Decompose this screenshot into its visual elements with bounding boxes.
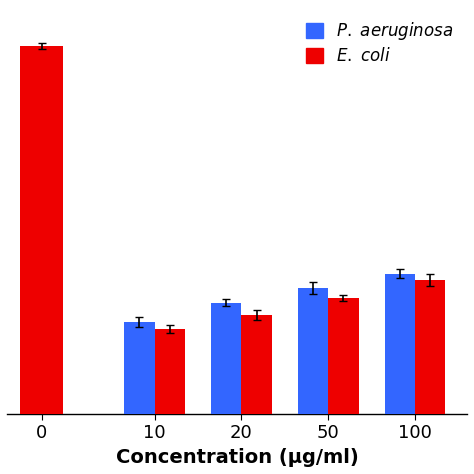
Bar bbox=[124, 322, 155, 414]
Bar bbox=[328, 298, 358, 414]
Bar bbox=[384, 273, 415, 414]
Bar bbox=[298, 288, 328, 414]
Legend: $P.\ aeruginosa$, $E.\ coli$: $P.\ aeruginosa$, $E.\ coli$ bbox=[301, 15, 459, 70]
Bar bbox=[211, 302, 241, 414]
Bar bbox=[155, 329, 185, 414]
X-axis label: Concentration (μg/ml): Concentration (μg/ml) bbox=[116, 448, 358, 467]
Bar bbox=[241, 315, 272, 414]
Bar bbox=[415, 280, 446, 414]
Bar bbox=[20, 46, 63, 414]
